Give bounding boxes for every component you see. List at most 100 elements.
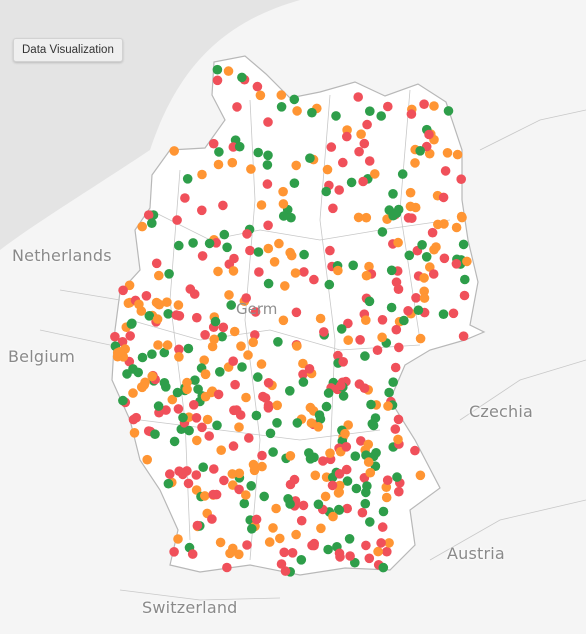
location-marker[interactable] [192,435,202,446]
location-marker[interactable] [128,414,139,425]
location-marker[interactable] [253,247,264,257]
location-marker[interactable] [355,335,365,345]
location-marker[interactable] [278,211,289,221]
location-marker[interactable] [165,469,175,479]
location-marker[interactable] [209,334,219,345]
location-marker[interactable] [137,221,147,232]
location-marker[interactable] [336,380,346,391]
location-marker[interactable] [204,238,215,249]
location-marker[interactable] [213,159,224,170]
location-marker[interactable] [147,371,157,382]
location-marker[interactable] [334,185,345,195]
location-marker[interactable] [141,291,152,301]
location-marker[interactable] [173,300,184,310]
location-marker[interactable] [234,468,245,479]
location-marker[interactable] [363,439,374,450]
location-marker[interactable] [365,517,375,527]
location-marker[interactable] [350,557,360,568]
location-marker[interactable] [263,117,273,127]
location-marker[interactable] [304,364,315,374]
location-marker[interactable] [381,492,392,503]
location-marker[interactable] [263,220,273,231]
location-marker[interactable] [443,106,454,116]
location-marker[interactable] [411,293,421,303]
location-marker[interactable] [415,470,426,481]
location-marker[interactable] [185,284,196,294]
location-marker[interactable] [229,405,239,416]
location-marker[interactable] [360,498,371,509]
location-marker[interactable] [324,279,335,290]
location-marker[interactable] [397,169,408,179]
location-marker[interactable] [245,245,255,256]
location-marker[interactable] [390,362,401,373]
location-marker[interactable] [217,331,227,342]
location-marker[interactable] [218,322,229,333]
location-marker[interactable] [286,212,296,223]
location-marker[interactable] [419,286,430,297]
location-marker[interactable] [350,451,361,462]
location-marker[interactable] [163,309,173,319]
location-marker[interactable] [183,478,194,489]
location-marker[interactable] [451,222,462,233]
location-marker[interactable] [147,349,157,360]
location-marker[interactable] [373,546,383,557]
location-marker[interactable] [255,90,266,101]
location-marker[interactable] [207,514,217,524]
location-marker[interactable] [291,307,302,318]
location-marker[interactable] [448,308,459,319]
location-marker[interactable] [343,318,353,329]
location-marker[interactable] [325,245,335,256]
location-marker[interactable] [313,499,324,510]
location-marker[interactable] [207,341,218,352]
location-marker[interactable] [377,522,388,532]
location-marker[interactable] [304,448,314,458]
location-marker[interactable] [242,229,252,239]
location-marker[interactable] [291,529,301,540]
location-marker[interactable] [244,433,254,443]
location-marker[interactable] [356,129,366,139]
location-marker[interactable] [183,343,194,354]
location-marker[interactable] [279,547,290,558]
location-marker[interactable] [343,420,354,430]
location-marker[interactable] [321,186,332,197]
location-marker[interactable] [292,106,302,116]
location-marker[interactable] [276,90,287,100]
location-marker[interactable] [153,401,164,411]
location-marker[interactable] [451,259,462,269]
location-marker[interactable] [174,344,184,355]
location-marker[interactable] [228,266,239,276]
location-marker[interactable] [225,548,235,559]
location-marker[interactable] [251,410,262,421]
location-marker[interactable] [359,383,370,394]
location-marker[interactable] [363,457,374,467]
location-marker[interactable] [460,274,470,285]
location-marker[interactable] [208,489,218,500]
location-marker[interactable] [338,391,349,401]
location-marker[interactable] [323,388,334,398]
location-marker[interactable] [197,169,207,180]
location-marker[interactable] [197,422,207,433]
location-marker[interactable] [338,157,348,168]
location-marker[interactable] [403,306,413,316]
location-marker[interactable] [334,469,345,479]
location-marker[interactable] [376,111,387,121]
location-marker[interactable] [128,388,138,398]
location-marker[interactable] [456,211,467,222]
location-marker[interactable] [228,356,238,367]
location-marker[interactable] [212,420,222,431]
location-marker[interactable] [377,227,388,237]
location-marker[interactable] [442,148,453,158]
location-marker[interactable] [341,442,352,452]
data-visualization-button[interactable]: Data Visualization [13,38,123,62]
location-marker[interactable] [399,315,409,326]
location-marker[interactable] [214,147,224,157]
location-marker[interactable] [163,478,174,489]
location-marker[interactable] [393,284,404,295]
location-marker[interactable] [452,149,463,160]
location-marker[interactable] [394,342,404,353]
location-marker[interactable] [134,299,144,310]
location-marker[interactable] [222,562,232,573]
location-marker[interactable] [364,553,375,564]
location-marker[interactable] [382,546,392,557]
location-marker[interactable] [242,540,252,550]
